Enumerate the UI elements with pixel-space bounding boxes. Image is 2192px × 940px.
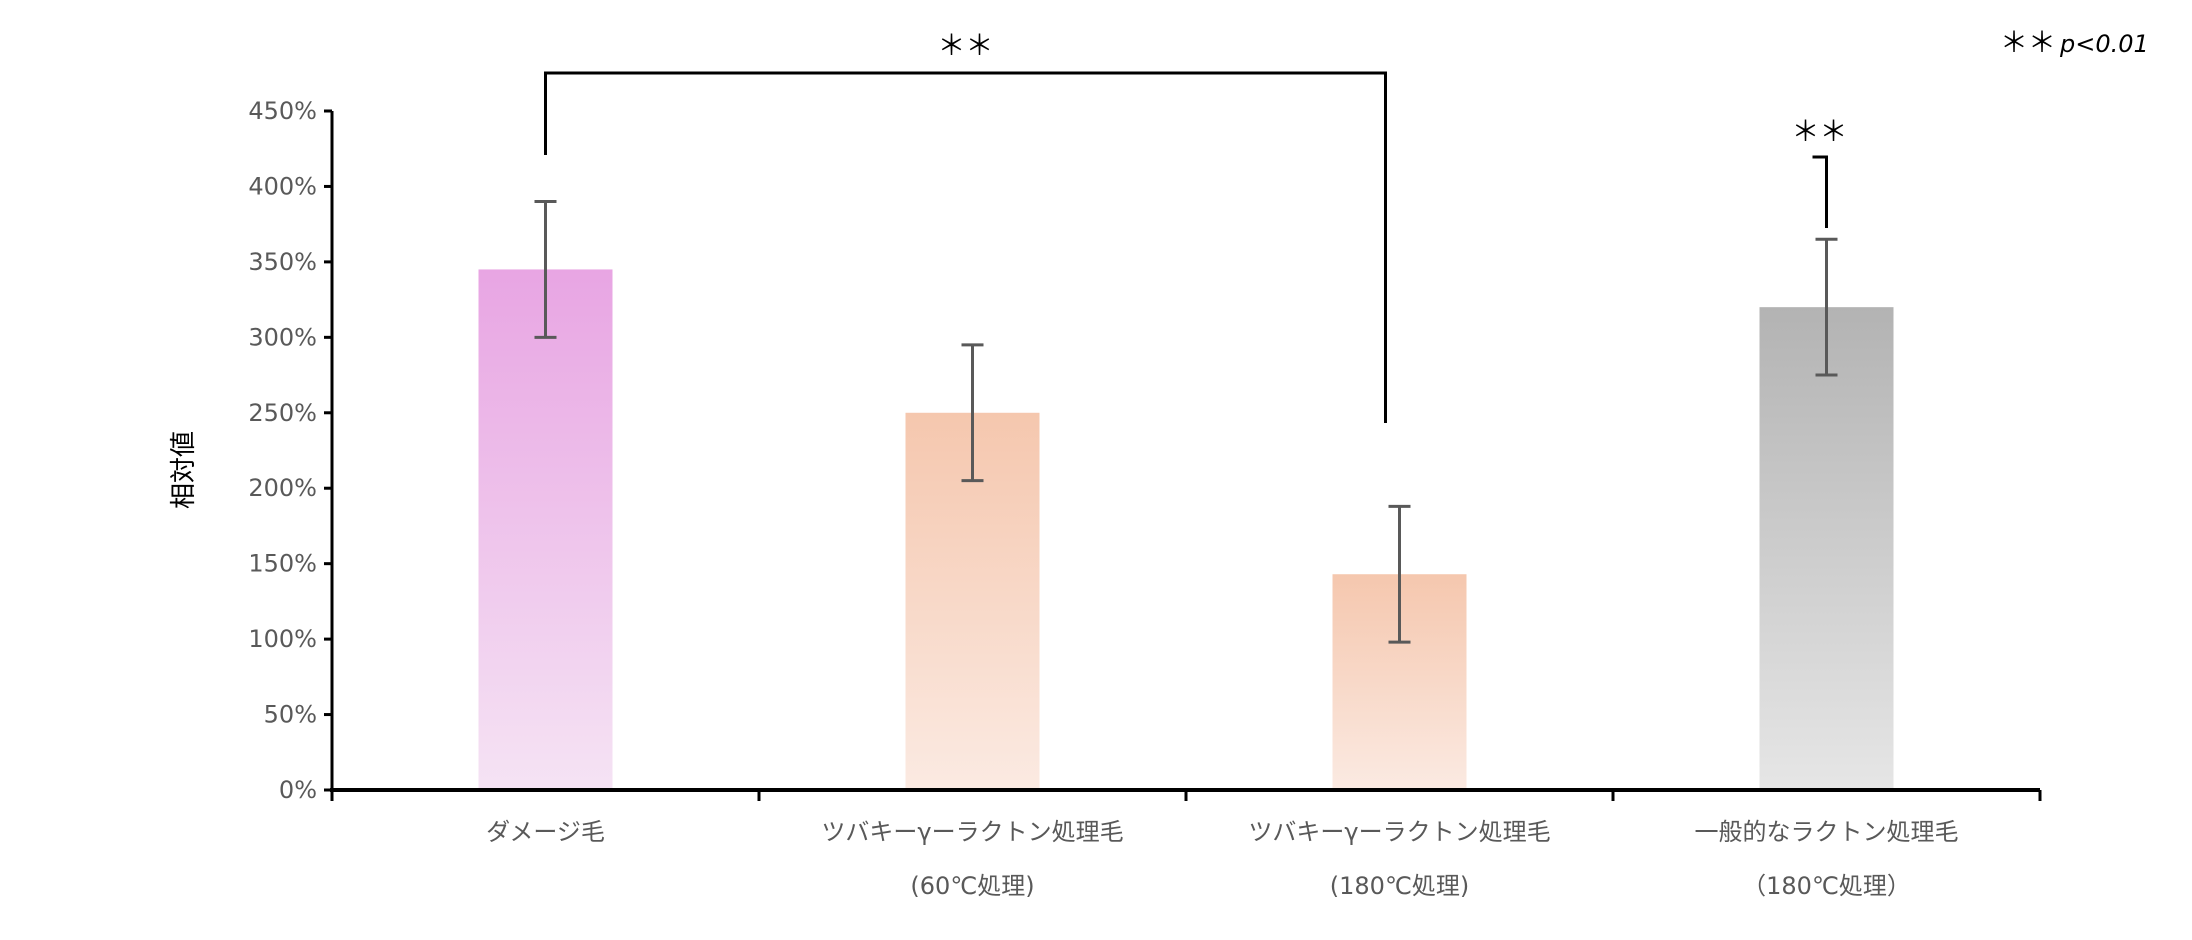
category-label-sub: (60℃処理) bbox=[910, 872, 1034, 900]
y-tick-label: 350% bbox=[248, 248, 317, 276]
category-label: 一般的なラクトン処理毛 bbox=[1695, 818, 1959, 846]
y-tick-label: 250% bbox=[248, 399, 317, 427]
y-tick-label: 200% bbox=[248, 474, 317, 502]
y-tick-label: 300% bbox=[248, 323, 317, 351]
category-label-sub: (180℃処理) bbox=[1330, 872, 1470, 900]
category-label-sub: （180℃処理） bbox=[1742, 872, 1911, 900]
legend-text: p<0.01 bbox=[2059, 30, 2149, 58]
category-label: ツバキーγーラクトン処理毛 bbox=[821, 818, 1123, 846]
y-tick-label: 450% bbox=[248, 97, 317, 125]
significance-bracket bbox=[544, 71, 1387, 423]
significance-label: ＊＊ bbox=[937, 29, 993, 62]
legend-mark: ＊＊ bbox=[2000, 26, 2056, 59]
significance-bracket bbox=[1812, 155, 1828, 228]
category-label: ツバキーγーラクトン処理毛 bbox=[1248, 818, 1550, 846]
y-tick-label: 100% bbox=[248, 625, 317, 653]
bar bbox=[1759, 307, 1894, 790]
y-tick-label: 400% bbox=[248, 172, 317, 200]
y-tick-label: 50% bbox=[264, 701, 317, 729]
y-tick-label: 150% bbox=[248, 550, 317, 578]
significance-label: ＊＊ bbox=[1791, 115, 1847, 148]
bar bbox=[478, 269, 613, 790]
category-label: ダメージ毛 bbox=[486, 818, 605, 846]
y-axis-label: 相対値 bbox=[169, 431, 199, 509]
y-tick-label: 0% bbox=[279, 776, 317, 804]
